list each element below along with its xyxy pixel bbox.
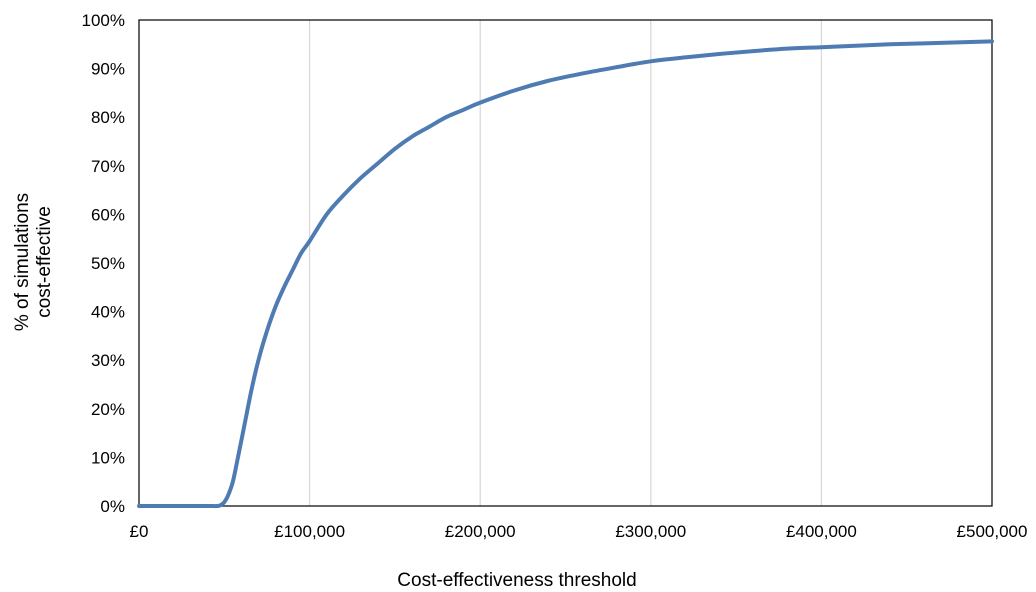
y-tick-label: 50%: [91, 254, 125, 273]
y-axis-title-line-2: cost-effective: [34, 206, 55, 318]
y-tick-label: 0%: [100, 497, 125, 516]
plot-area-border: [138, 19, 993, 507]
x-axis-ticks: £0 £100,000 £200,000 £300,000 £400,000 £500,0…: [130, 522, 1028, 541]
y-tick-label: 90%: [91, 60, 125, 79]
y-tick-label: 100%: [82, 11, 125, 30]
y-tick-label: 20%: [91, 400, 125, 419]
series-line: [137, 39, 994, 509]
y-axis-title-line-1: % of simulations: [12, 193, 33, 331]
x-tick-label: £100,000: [274, 522, 345, 541]
x-tick-label: £300,000: [615, 522, 686, 541]
y-tick-label: 80%: [91, 108, 125, 127]
y-tick-label: 70%: [91, 157, 125, 176]
y-tick-label: 10%: [91, 448, 125, 467]
y-tick-label: 40%: [91, 303, 125, 322]
y-tick-label: 30%: [91, 351, 125, 370]
x-tick-label: £200,000: [445, 522, 516, 541]
y-tick-label: 60%: [91, 205, 125, 224]
y-axis-ticks: 0% 10% 20% 30% 40% 50% 60% 70% 80% 90% 100%: [82, 11, 125, 516]
x-tick-label: £400,000: [786, 522, 857, 541]
series-layer: [137, 39, 994, 509]
x-tick-label: £0: [130, 522, 149, 541]
x-tick-label: £500,000: [957, 522, 1028, 541]
y-axis-title: % of simulations cost-effective: [12, 193, 55, 331]
x-axis-title: Cost-effectiveness threshold: [397, 570, 636, 591]
gridlines: [308, 20, 823, 506]
